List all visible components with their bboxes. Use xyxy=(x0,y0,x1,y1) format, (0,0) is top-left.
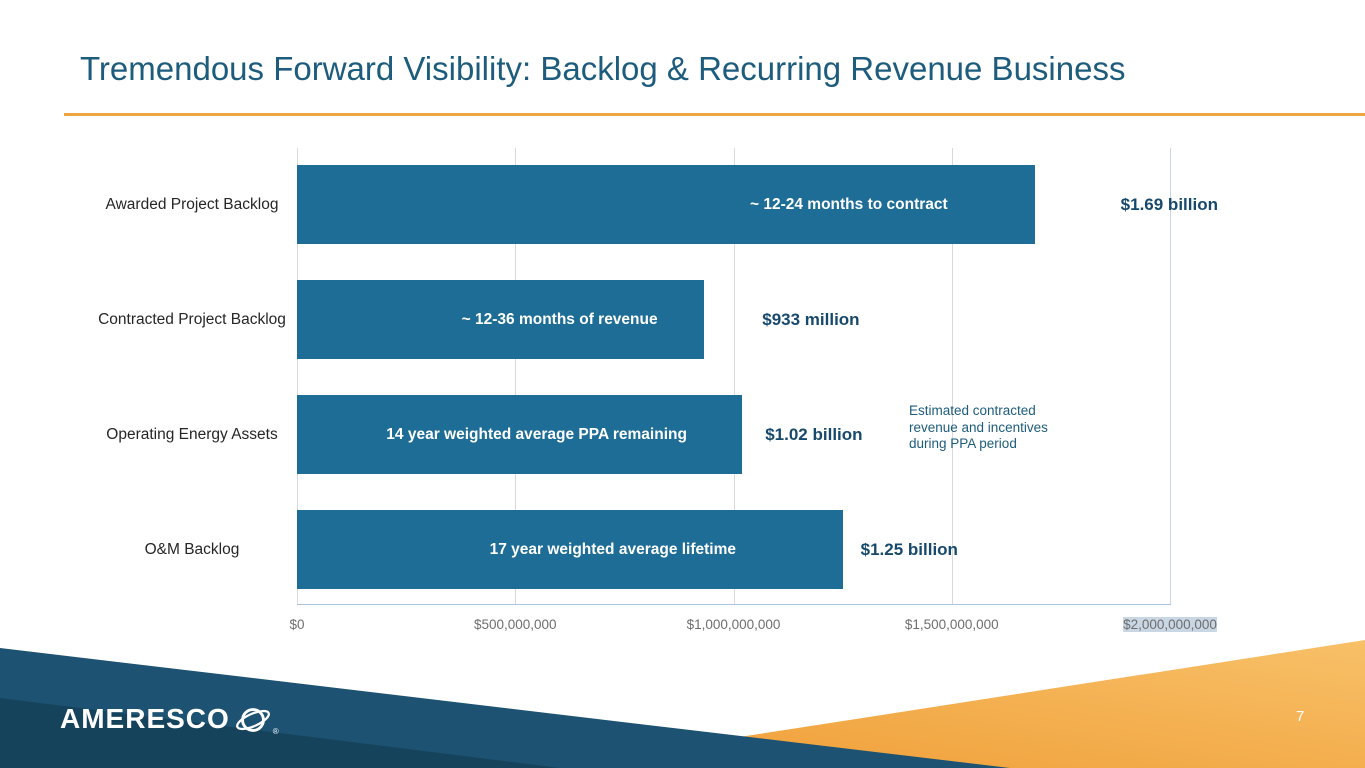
gridline-1-5b xyxy=(951,148,953,605)
bar-label: ~ 12-24 months to contract xyxy=(750,195,948,213)
chart-row-om-backlog: O&M Backlog 17 year weighted average lif… xyxy=(145,510,1170,589)
page-number: 7 xyxy=(1296,708,1305,725)
gridline-2b xyxy=(1170,148,1171,605)
title-underline xyxy=(64,113,1365,116)
chart-row-contracted-project-backlog: Contracted Project Backlog ~ 12-36 month… xyxy=(98,280,1170,359)
gridline-0 xyxy=(297,148,298,605)
gridline-500m xyxy=(515,148,517,605)
value-label: $1.02 billion xyxy=(765,424,863,444)
x-axis-tick: $1,000,000,000 xyxy=(686,617,781,632)
bar-om-backlog: 17 year weighted average lifetime xyxy=(297,510,843,589)
annotation-ppa-note: Estimated contracted revenue and incenti… xyxy=(909,403,1048,452)
category-label: Awarded Project Backlog xyxy=(105,195,279,213)
category-label: Contracted Project Backlog xyxy=(98,310,286,328)
slide-title: Tremendous Forward Visibility: Backlog &… xyxy=(80,50,1126,87)
footer-navy-dark-shape xyxy=(0,698,560,768)
x-axis-tick: $500,000,000 xyxy=(473,617,557,632)
value-label: $933 million xyxy=(762,309,860,329)
footer-decoration xyxy=(0,640,1365,768)
category-label: Operating Energy Assets xyxy=(106,425,278,443)
ameresco-logo: AMERESCO ® xyxy=(60,700,279,738)
bar-operating-energy-assets: 14 year weighted average PPA remaining xyxy=(297,395,743,474)
value-label: $1.25 billion xyxy=(860,539,958,559)
chart-row-awarded-project-backlog: Awarded Project Backlog ~ 12-24 months t… xyxy=(106,165,1218,244)
gridline-1b xyxy=(733,148,735,605)
x-axis-line xyxy=(297,604,1171,605)
footer-orange-shape xyxy=(540,640,1365,768)
bar-awarded-project-backlog: ~ 12-24 months to contract xyxy=(297,165,1035,244)
chart-row-operating-energy-assets: Operating Energy Assets 14 year weighted… xyxy=(106,395,1170,474)
category-label: O&M Backlog xyxy=(144,540,240,558)
ameresco-logo-text: AMERESCO xyxy=(60,703,230,734)
registered-trademark: ® xyxy=(272,727,279,736)
bar-label: 14 year weighted average PPA remaining xyxy=(386,425,687,443)
bar-chart: Awarded Project Backlog ~ 12-24 months t… xyxy=(98,148,1218,632)
bar-label: 17 year weighted average lifetime xyxy=(489,540,737,558)
x-axis-tick: $1,500,000,000 xyxy=(904,617,999,632)
bar-contracted-project-backlog: ~ 12-36 months of revenue xyxy=(297,280,705,359)
x-axis-tick: $0 xyxy=(289,617,305,632)
value-label: $1.69 billion xyxy=(1120,194,1218,214)
bar-label: ~ 12-36 months of revenue xyxy=(461,310,658,328)
x-axis-tick: $2,000,000,000 xyxy=(1123,617,1217,632)
ameresco-globe-icon xyxy=(235,708,270,732)
